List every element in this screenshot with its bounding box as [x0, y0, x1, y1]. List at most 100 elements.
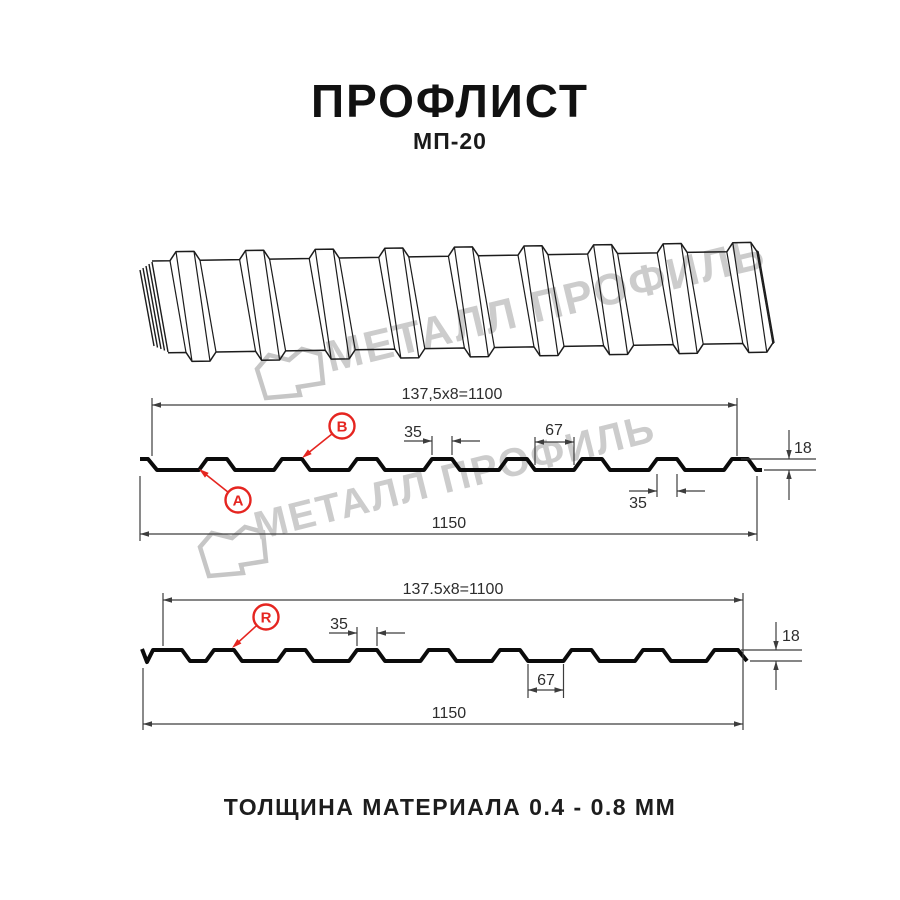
sheet-bottom-edge [167, 342, 775, 363]
dim-text: 1150 [432, 705, 467, 722]
dim-line [314, 249, 332, 360]
dim-line [169, 260, 187, 353]
watermark-logo [254, 346, 326, 401]
dim-text: 67 [545, 422, 563, 439]
profile-model-subtitle: МП-20 [413, 128, 487, 154]
dim-line [235, 624, 258, 645]
dim-arrowhead [140, 531, 149, 537]
dim-arrowhead [648, 488, 657, 494]
dim-line [587, 253, 605, 346]
profile-outline-side-r [140, 648, 749, 664]
dim-line [203, 472, 229, 493]
dim-arrowhead [535, 439, 544, 445]
sheet-top-edge [151, 241, 759, 262]
dim-line [662, 243, 680, 354]
dim-arrowhead [452, 438, 461, 444]
dim-text: 35 [629, 495, 647, 512]
dim-arrowhead [786, 470, 792, 479]
dim-arrowhead [528, 687, 537, 693]
dim-line [384, 248, 402, 359]
dim-line [477, 255, 495, 348]
dim-arrowhead [734, 721, 743, 727]
label-arrowhead [232, 639, 242, 648]
dim-arrowhead [734, 597, 743, 603]
dim-arrowhead [554, 687, 564, 693]
dim-line [151, 261, 169, 353]
dim-text: 1150 [432, 515, 467, 532]
label-arrowhead [199, 469, 209, 478]
dim-line [593, 244, 611, 355]
label-arrowhead [302, 449, 312, 458]
dim-text: 35 [330, 616, 348, 633]
dim-arrowhead [348, 630, 357, 636]
dim-text: 18 [794, 440, 812, 457]
dim-line [680, 243, 698, 354]
label-circle [252, 603, 280, 631]
dim-line [199, 260, 217, 353]
dim-line [523, 245, 541, 356]
dim-arrowhead [773, 661, 779, 670]
dim-line [447, 256, 465, 349]
dim-arrowhead [773, 641, 779, 650]
dim-arrowhead [786, 450, 792, 459]
dim-line [471, 246, 489, 357]
label-circle [224, 486, 252, 514]
section-r-diagram: 137.5x8=1100 35 18 67 1150 R [140, 581, 802, 730]
dim-line [245, 250, 263, 361]
dim-arrowhead [152, 402, 161, 408]
dim-text: 18 [782, 628, 800, 645]
dim-line [145, 265, 162, 350]
dim-line [193, 251, 211, 362]
dim-arrowhead [677, 488, 686, 494]
dim-arrowhead [377, 630, 386, 636]
dim-line [378, 257, 396, 350]
dim-line [611, 244, 629, 355]
dim-arrowhead [143, 721, 152, 727]
dim-text: 137,5x8=1100 [402, 386, 503, 403]
label-letter: B [337, 419, 348, 436]
dim-arrowhead [565, 439, 574, 445]
dim-line [547, 254, 565, 347]
label-letter: R [261, 610, 272, 627]
dim-line [541, 245, 559, 356]
dim-line [306, 433, 333, 455]
material-thickness-note: ТОЛЩИНА МАТЕРИАЛА 0.4 - 0.8 ММ [223, 794, 677, 820]
dim-line [402, 247, 420, 358]
section-a-diagram: 137,5x8=1100 35 67 18 35 1150 A B [139, 386, 816, 541]
dim-line [338, 257, 356, 350]
dim-line [453, 247, 471, 357]
dim-text: 137.5x8=1100 [403, 581, 504, 598]
dim-line [617, 253, 635, 346]
dim-arrowhead [748, 531, 757, 537]
dim-line [732, 242, 750, 353]
profile-outline-side-a [140, 457, 762, 472]
dim-arrowhead [728, 402, 737, 408]
dim-line [139, 269, 155, 347]
dim-line [308, 258, 326, 351]
dim-line [656, 252, 674, 345]
dim-line [239, 259, 257, 352]
dim-line [269, 259, 287, 351]
dim-line [757, 251, 775, 344]
dim-line [332, 249, 350, 359]
dim-arrowhead [423, 438, 432, 444]
dim-text: 35 [404, 424, 422, 441]
dim-line [175, 251, 193, 362]
dim-line [263, 250, 281, 361]
dim-line [408, 256, 426, 349]
dim-line [148, 263, 166, 351]
dim-line [686, 252, 704, 345]
dim-line [756, 251, 774, 344]
watermark-logo [197, 524, 269, 579]
label-letter: A [233, 493, 244, 510]
page-title: ПРОФЛИСТ [311, 75, 589, 127]
dim-line [750, 242, 768, 353]
dim-line [517, 255, 535, 347]
dim-arrowhead [163, 597, 172, 603]
label-circle [328, 412, 356, 440]
dim-text: 67 [537, 672, 555, 689]
dim-line [142, 267, 159, 348]
dim-line [726, 251, 744, 344]
